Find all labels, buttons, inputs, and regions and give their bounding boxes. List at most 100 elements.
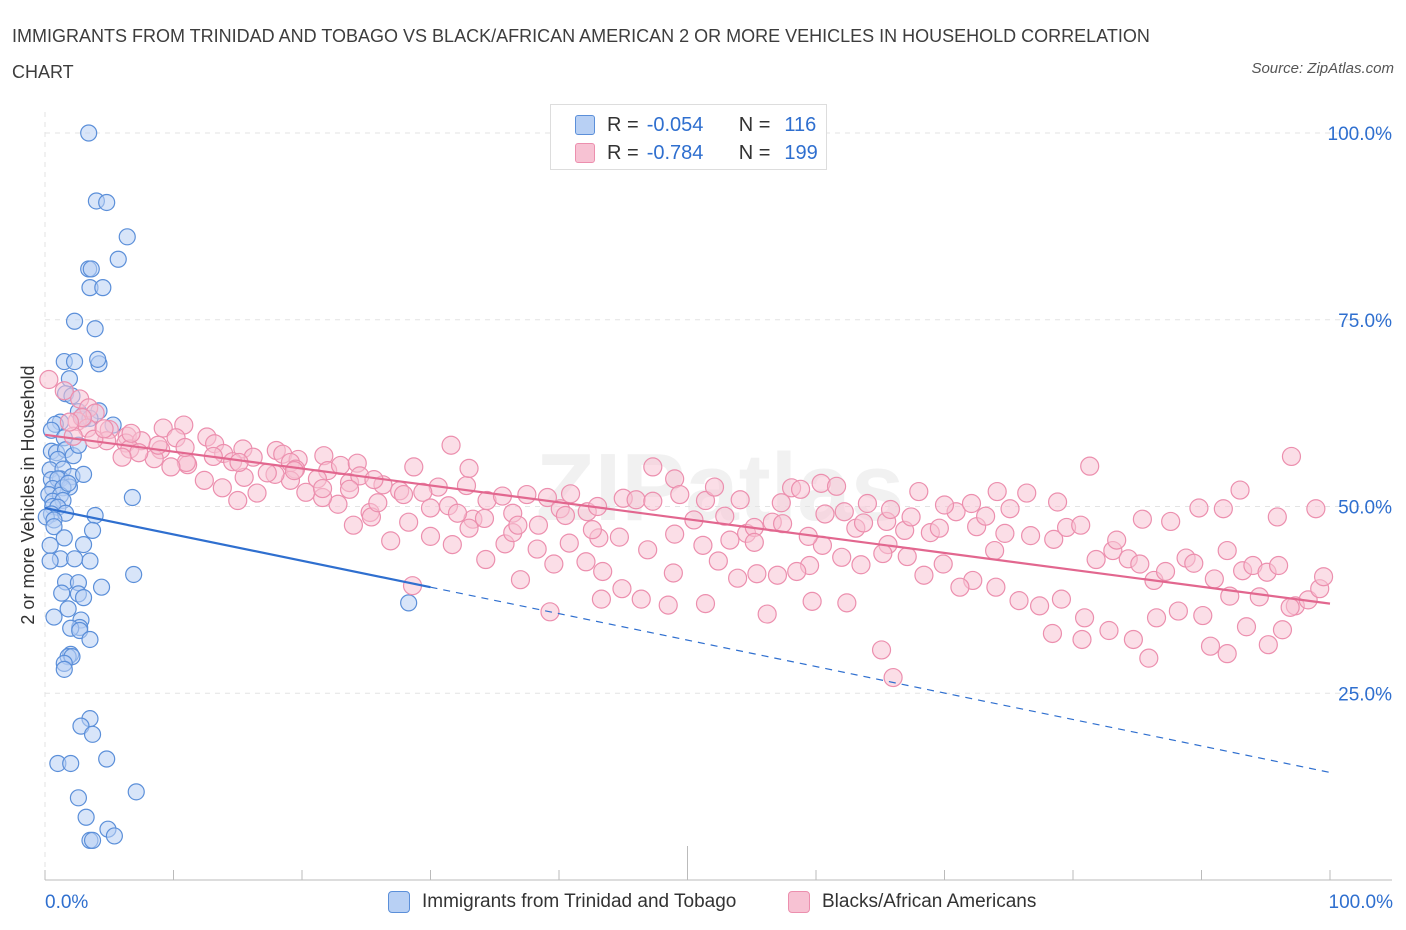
point-black — [1280, 597, 1300, 617]
swatch-pink — [575, 143, 595, 163]
point-trinidad — [82, 260, 100, 278]
point-black — [582, 520, 603, 540]
point-black — [420, 526, 441, 546]
point-trinidad — [123, 488, 141, 507]
point-black — [517, 484, 537, 505]
point-black — [744, 532, 764, 552]
point-trinidad — [69, 789, 88, 807]
point-trinidad — [45, 608, 63, 626]
source-label: Source: ZipAtlas.com — [1251, 60, 1394, 77]
point-trinidad — [105, 827, 123, 845]
point-black — [1217, 540, 1237, 561]
n-value-black: 199 — [784, 141, 818, 164]
point-black — [995, 523, 1015, 543]
point-black — [459, 518, 479, 538]
point-black — [39, 369, 59, 390]
point-black — [1086, 549, 1106, 570]
legend-label-black: Blacks/African Americans — [822, 891, 1037, 912]
point-black — [312, 478, 333, 499]
point-black — [1009, 591, 1029, 611]
point-black — [643, 457, 663, 477]
point-black — [1168, 601, 1188, 621]
point-black — [1258, 635, 1278, 655]
point-black — [790, 479, 811, 499]
tick-labels: 25.0% 50.0% 75.0% 100.0% 0.0% 100.0% — [45, 124, 1393, 913]
point-black — [787, 561, 807, 582]
point-black — [1042, 623, 1063, 644]
point-black — [1267, 507, 1287, 527]
point-black — [112, 447, 132, 467]
point-trinidad — [89, 350, 107, 368]
point-black — [339, 479, 360, 499]
point-black — [1047, 492, 1068, 512]
legend-swatch-pink — [788, 891, 810, 913]
point-black — [1051, 589, 1072, 609]
point-black — [832, 547, 852, 567]
series-black-points — [39, 369, 1334, 688]
legend-label-trinidad: Immigrants from Trinidad and Tobago — [422, 891, 737, 912]
point-trinidad — [125, 565, 143, 584]
legend-swatch-blue — [388, 891, 410, 913]
point-black — [1080, 456, 1100, 476]
point-trinidad — [55, 529, 73, 547]
point-black — [631, 589, 651, 609]
point-black — [708, 551, 728, 571]
point-black — [1281, 446, 1302, 467]
point-black — [693, 535, 713, 555]
stats-row-trinidad: R = -0.054 N = 116 — [575, 111, 816, 139]
point-black — [1139, 648, 1159, 668]
point-black — [815, 504, 835, 524]
point-black — [474, 508, 495, 529]
point-black — [1217, 644, 1237, 664]
point-black — [121, 423, 141, 443]
point-black — [1123, 629, 1143, 650]
point-trinidad — [81, 552, 99, 570]
point-black — [257, 463, 277, 483]
point-black — [986, 577, 1006, 597]
point-trinidad — [98, 750, 116, 768]
point-black — [1107, 530, 1127, 550]
point-black — [544, 554, 564, 574]
point-black — [399, 512, 419, 532]
point-black — [447, 503, 468, 523]
point-black — [1189, 498, 1209, 518]
point-trinidad — [77, 808, 95, 826]
point-black — [413, 482, 433, 502]
point-black — [1200, 636, 1221, 656]
point-black — [929, 518, 949, 538]
point-black — [1017, 483, 1037, 503]
point-black — [94, 419, 114, 439]
point-black — [381, 531, 401, 551]
point-trinidad — [81, 630, 99, 649]
point-black — [1130, 554, 1150, 574]
point-black — [695, 490, 716, 511]
point-black — [393, 484, 414, 505]
point-black — [1272, 620, 1293, 640]
point-trinidad — [92, 578, 111, 596]
point-black — [229, 452, 249, 473]
point-black — [1044, 529, 1064, 549]
point-trinidad — [127, 783, 145, 801]
point-trinidad — [59, 474, 77, 492]
trend-line-trinidad — [44, 506, 431, 589]
point-trinidad — [83, 725, 102, 743]
point-black — [950, 577, 970, 597]
point-black — [934, 495, 955, 515]
point-black — [161, 457, 181, 477]
point-black — [853, 513, 874, 533]
point-black — [576, 552, 596, 572]
point-trinidad — [72, 717, 90, 735]
point-black — [508, 515, 528, 535]
point-black — [1072, 629, 1092, 650]
point-black — [857, 493, 878, 514]
point-black — [1204, 569, 1224, 589]
point-black — [851, 555, 871, 575]
point-black — [626, 490, 646, 510]
point-black — [715, 506, 735, 526]
point-trinidad — [83, 831, 102, 850]
point-black — [1313, 567, 1334, 587]
point-black — [704, 477, 725, 497]
point-trinidad — [53, 584, 71, 602]
point-black — [880, 499, 901, 520]
